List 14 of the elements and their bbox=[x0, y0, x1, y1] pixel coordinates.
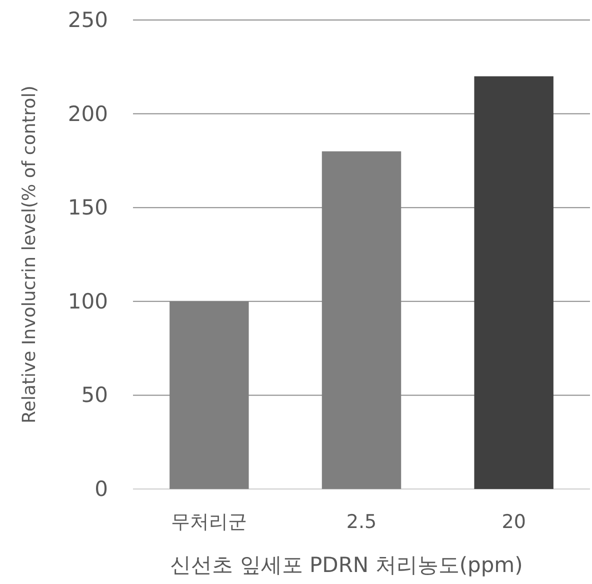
bar bbox=[322, 151, 402, 489]
x-tick-label: 무처리군 bbox=[171, 511, 248, 533]
y-tick-label: 50 bbox=[81, 383, 108, 408]
bar bbox=[474, 76, 554, 489]
x-tick-label: 20 bbox=[502, 511, 526, 533]
x-axis-title: 신선초 잎세포 PDRN 처리농도(ppm) bbox=[170, 553, 523, 577]
y-tick-label: 100 bbox=[68, 289, 108, 314]
y-tick-label: 250 bbox=[68, 8, 108, 32]
y-tick-label: 150 bbox=[68, 196, 108, 220]
bar bbox=[170, 301, 249, 489]
x-tick-label: 2.5 bbox=[346, 511, 377, 533]
y-tick-label: 0 bbox=[94, 477, 108, 501]
y-tick-label: 200 bbox=[68, 102, 108, 126]
y-axis-title: Relative Involucrin level(% of control) bbox=[19, 86, 40, 424]
